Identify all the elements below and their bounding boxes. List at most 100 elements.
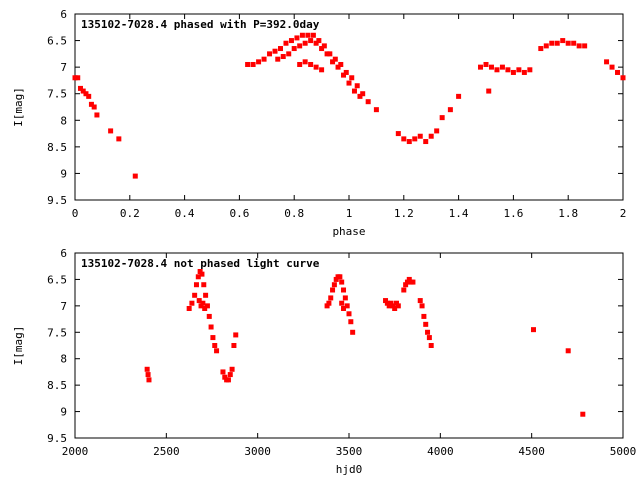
data-point [428, 133, 434, 139]
data-point [510, 69, 516, 75]
data-point [245, 61, 251, 67]
data-point [80, 88, 86, 94]
y-tick-label: 9.5 [47, 432, 67, 445]
x-axis-label: hjd0 [336, 463, 363, 476]
data-point [344, 303, 350, 309]
data-point [192, 292, 198, 298]
x-tick-label: 2 [620, 207, 627, 220]
data-point [410, 279, 416, 285]
data-point [434, 128, 440, 134]
data-point [321, 43, 327, 49]
data-point [421, 313, 427, 319]
data-point [516, 67, 522, 73]
data-point [423, 139, 429, 145]
data-point [609, 64, 615, 70]
x-axis-label: phase [332, 225, 365, 238]
data-point [86, 93, 92, 99]
data-point [132, 173, 138, 179]
data-point [319, 46, 325, 52]
data-point [308, 61, 314, 67]
y-axis-label: I[mag] [12, 87, 25, 127]
data-point [233, 332, 239, 338]
data-point [305, 32, 311, 38]
data-point [428, 343, 434, 348]
chart-title: 135102-7028.4 not phased light curve [81, 257, 320, 270]
data-point [582, 43, 588, 49]
data-point [571, 40, 577, 46]
data-point [383, 298, 389, 304]
data-point [527, 67, 533, 73]
data-point [327, 51, 333, 57]
y-tick-label: 6 [60, 247, 67, 260]
data-point [543, 43, 549, 49]
y-tick-label: 7.5 [47, 88, 67, 101]
data-point [478, 64, 484, 70]
data-point [250, 61, 256, 67]
x-tick-label: 2000 [62, 445, 89, 458]
data-point [350, 329, 356, 335]
data-point [406, 139, 412, 145]
data-point [417, 133, 423, 139]
data-point [401, 136, 407, 142]
data-point [275, 56, 281, 62]
data-point [346, 311, 352, 317]
y-tick-label: 7 [60, 300, 67, 313]
data-point [333, 276, 339, 282]
data-point [339, 300, 345, 306]
data-point [297, 61, 303, 67]
data-point [390, 303, 396, 309]
x-tick-label: 0.8 [284, 207, 304, 220]
data-point [212, 343, 218, 348]
data-point [403, 282, 409, 288]
data-point [341, 72, 347, 78]
data-point [328, 295, 334, 301]
data-point [346, 80, 352, 86]
data-point [196, 298, 202, 304]
data-point [549, 40, 555, 46]
data-point [565, 40, 571, 46]
data-point [395, 303, 401, 309]
data-point [406, 276, 412, 282]
data-point [280, 54, 286, 60]
y-axis-label: I[mag] [12, 326, 25, 366]
x-tick-label: 4000 [427, 445, 454, 458]
data-point [72, 75, 78, 81]
data-point [615, 69, 621, 75]
data-point [116, 136, 122, 142]
data-point [488, 64, 494, 70]
data-point [386, 303, 392, 309]
data-point [426, 335, 432, 341]
data-point [538, 46, 544, 52]
data-point [313, 64, 319, 70]
data-point [483, 61, 489, 67]
x-tick-label: 0.4 [175, 207, 195, 220]
data-point [256, 59, 262, 65]
data-point [456, 93, 462, 99]
data-point [324, 51, 330, 57]
data-point [202, 306, 208, 311]
y-tick-label: 8 [60, 114, 67, 127]
data-point [486, 88, 492, 94]
data-point [310, 32, 316, 38]
data-point [88, 101, 94, 107]
data-point [214, 348, 220, 354]
x-tick-label: 0 [72, 207, 79, 220]
data-point [201, 282, 207, 288]
data-point [565, 348, 571, 354]
x-tick-label: 1.4 [449, 207, 469, 220]
data-point [576, 43, 582, 49]
data-point [302, 40, 308, 46]
data-point [206, 313, 212, 319]
data-point [286, 51, 292, 57]
data-point [302, 59, 308, 65]
data-point [620, 75, 626, 81]
x-tick-label: 1.6 [503, 207, 523, 220]
data-point [580, 411, 586, 417]
data-point [423, 321, 429, 327]
panel-0: 0 0.2 0.4 0.6 0.8 1 1.2 1.4 1.6 1.8 2 6 6.5 7 7.5 8 8.5 9… [12, 8, 626, 238]
data-point [439, 115, 445, 121]
data-point [77, 85, 83, 91]
data-point [229, 366, 235, 372]
data-point [319, 67, 325, 73]
